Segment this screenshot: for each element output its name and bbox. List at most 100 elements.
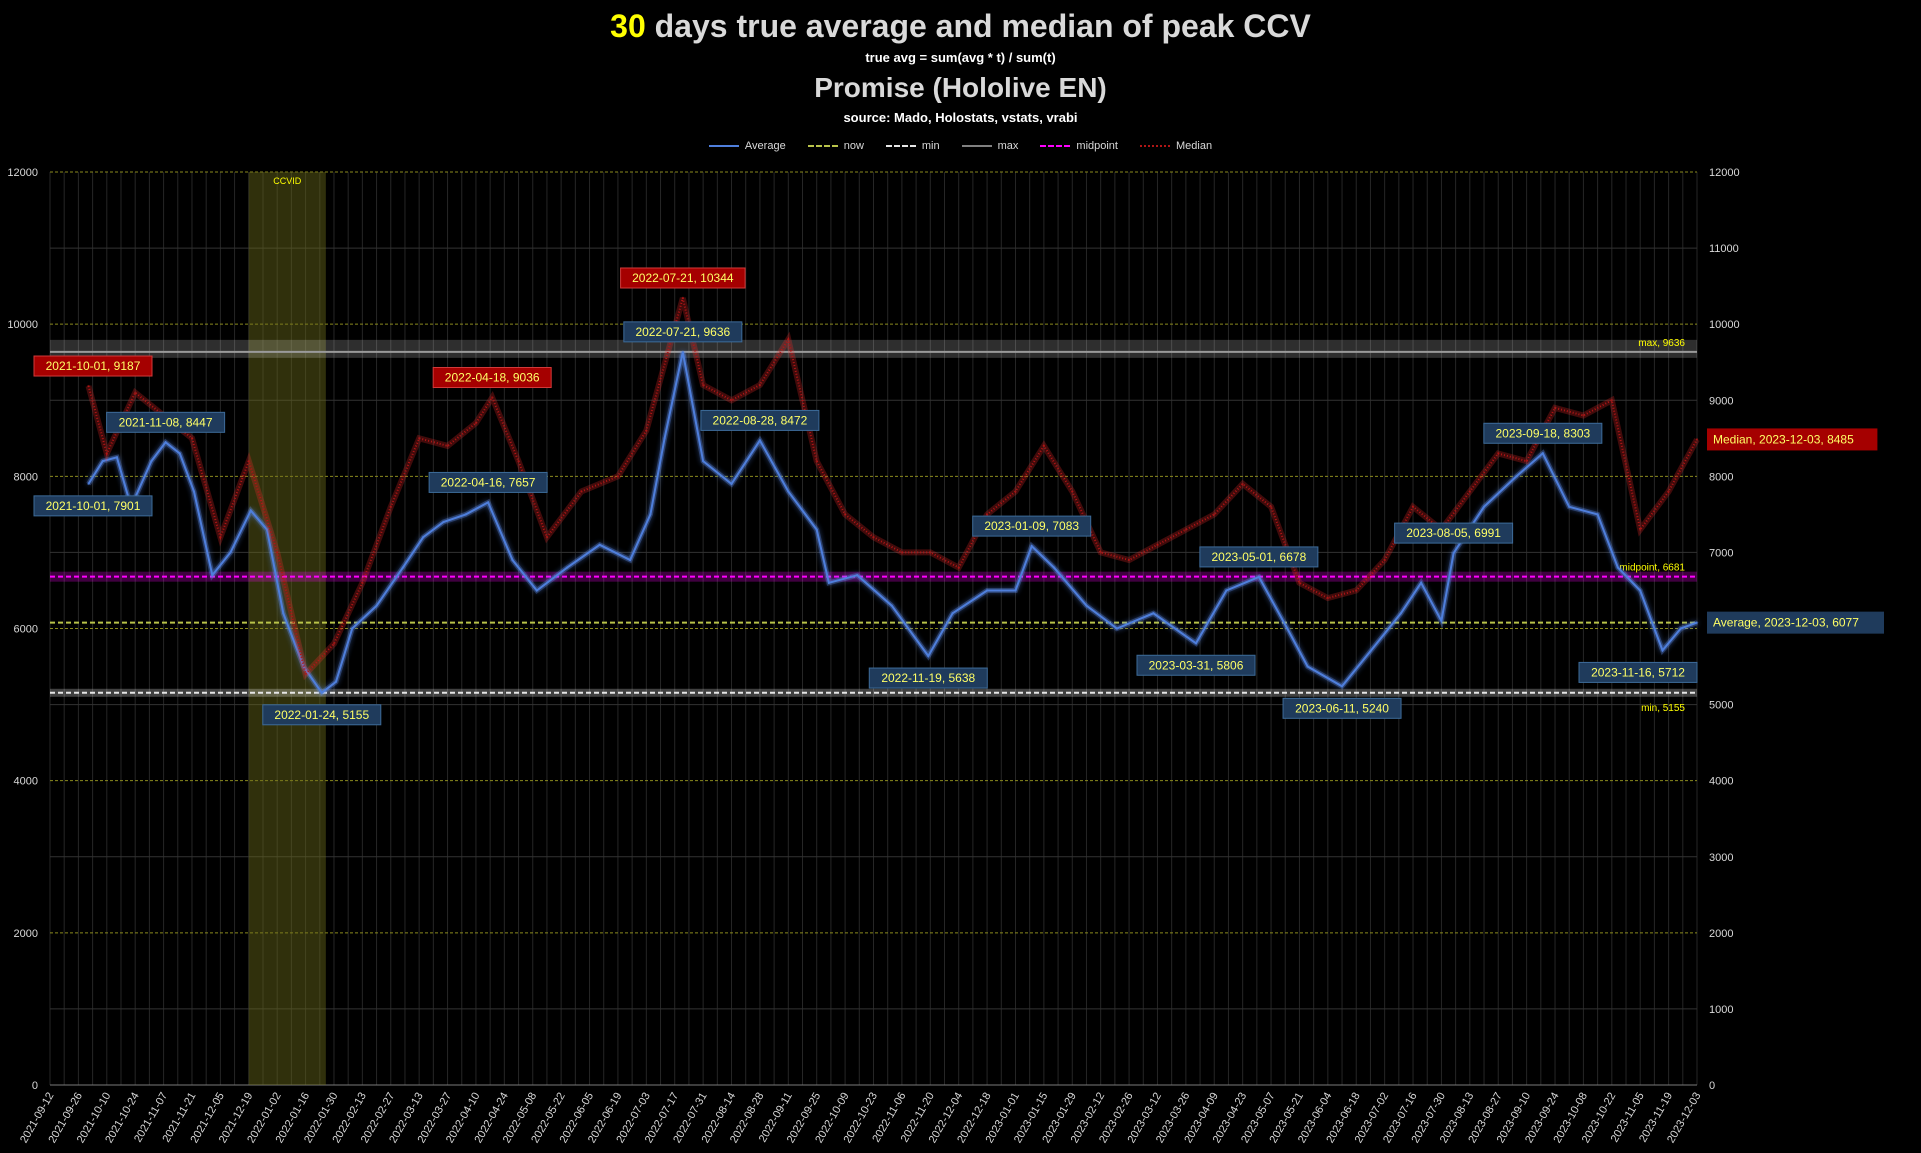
average-point	[628, 558, 632, 562]
average-annotation-label: 2022-01-24, 5155	[274, 708, 369, 722]
legend-swatch	[1139, 145, 1170, 147]
average-point	[1085, 604, 1088, 607]
average-point	[815, 528, 818, 531]
average-point	[1616, 566, 1620, 569]
average-point	[927, 654, 930, 658]
average-point	[486, 501, 490, 504]
median-point	[815, 459, 818, 463]
y-tick-label-left: 10000	[7, 319, 38, 331]
median-point	[758, 383, 762, 387]
legend-item-min: min	[885, 140, 940, 152]
average-point	[115, 456, 119, 459]
median-point	[190, 437, 194, 440]
median-point	[361, 581, 364, 585]
median-point	[304, 672, 307, 676]
median-point	[1582, 414, 1585, 417]
y-tick-label-right: 10000	[1709, 319, 1740, 331]
average-point	[1369, 650, 1372, 653]
average-annotation-label: 2022-08-28, 8472	[713, 413, 808, 427]
average-point	[1679, 627, 1682, 630]
average-point	[1596, 513, 1599, 516]
y-tick-label-right: 3000	[1709, 852, 1733, 864]
average-annotation-box	[1282, 697, 1402, 719]
median-point	[1525, 459, 1528, 463]
y-tick-label-right: 4000	[1709, 776, 1733, 788]
median-annotation-box	[33, 355, 153, 377]
average-point	[1257, 575, 1261, 579]
median-point	[1156, 543, 1159, 547]
average-point	[951, 612, 954, 615]
average-point	[1482, 505, 1486, 508]
median-point	[730, 399, 733, 402]
ref-line-label-min: min, 5155	[1641, 703, 1685, 714]
average-annotation-box	[868, 667, 988, 689]
y-tick-label-right: 0	[1709, 1080, 1715, 1092]
average-point	[1286, 627, 1289, 630]
average-point	[164, 441, 167, 444]
median-point	[1695, 438, 1699, 441]
chart-source: source: Mado, Holostats, vstats, vrabi	[843, 110, 1078, 125]
average-point	[464, 513, 468, 516]
ref-line-label-max: max, 9636	[1638, 338, 1685, 349]
title-highlight: 30	[610, 8, 646, 44]
legend-item-now: now	[807, 140, 864, 152]
median-point	[580, 490, 583, 493]
average-point	[1399, 612, 1403, 615]
average-point	[1194, 642, 1198, 645]
median-point	[1014, 490, 1017, 493]
y-tick-label-right: 9000	[1709, 395, 1733, 407]
average-annotation-box	[1394, 522, 1514, 544]
average-annotation-label: 2023-09-18, 8303	[1495, 426, 1590, 440]
average-point	[211, 574, 214, 577]
average-point	[1452, 551, 1455, 555]
median-end-label-box	[1707, 428, 1878, 451]
median-point	[545, 536, 549, 539]
median-point	[133, 391, 137, 394]
average-point	[758, 439, 762, 442]
y-tick-label-left: 6000	[14, 624, 38, 636]
median-point	[1326, 596, 1330, 600]
legend-swatch	[961, 145, 992, 147]
average-annotation-label: 2023-08-05, 6991	[1406, 526, 1501, 540]
median-point	[474, 421, 478, 425]
average-annotation-box	[1578, 661, 1698, 683]
y-tick-label-right: 2000	[1709, 928, 1733, 940]
average-point	[1639, 589, 1642, 592]
median-point	[219, 536, 222, 539]
average-point	[178, 452, 182, 455]
average-point	[1515, 475, 1518, 478]
midpoint-band	[50, 571, 1697, 582]
average-annotation-box	[428, 471, 548, 493]
average-annotation-box	[106, 411, 226, 433]
median-annotation-box	[432, 367, 552, 389]
average-annotation-box	[1136, 654, 1256, 676]
median-point	[1497, 452, 1500, 455]
average-point	[265, 528, 269, 531]
average-annotation-box	[972, 515, 1092, 537]
median-point	[616, 475, 620, 478]
average-annotation-label: 2021-11-08, 8447	[119, 415, 213, 429]
median-point	[332, 642, 336, 645]
median-point	[1610, 399, 1614, 402]
legend-label: max	[997, 140, 1019, 152]
median-point	[1468, 490, 1472, 493]
median-point	[417, 437, 421, 440]
average-point	[87, 482, 90, 486]
title-rest: days true average and median of peak CCV	[645, 8, 1311, 44]
y-tick-label-left: 2000	[14, 928, 38, 940]
legend-item-max: max	[961, 140, 1019, 152]
average-point	[787, 490, 790, 493]
average-point	[1052, 566, 1056, 569]
median-point	[1553, 406, 1557, 410]
median-annotation-label: 2022-04-18, 9036	[445, 371, 540, 385]
median-point	[645, 429, 648, 432]
average-point	[1014, 589, 1017, 592]
max-band	[50, 339, 1697, 358]
y-tick-label-right: 1000	[1709, 1004, 1733, 1016]
average-point	[401, 566, 405, 569]
average-point	[1225, 589, 1228, 592]
median-annotation-label: 2022-07-21, 10344	[632, 271, 734, 285]
average-point	[985, 589, 989, 592]
average-point	[1661, 649, 1664, 652]
